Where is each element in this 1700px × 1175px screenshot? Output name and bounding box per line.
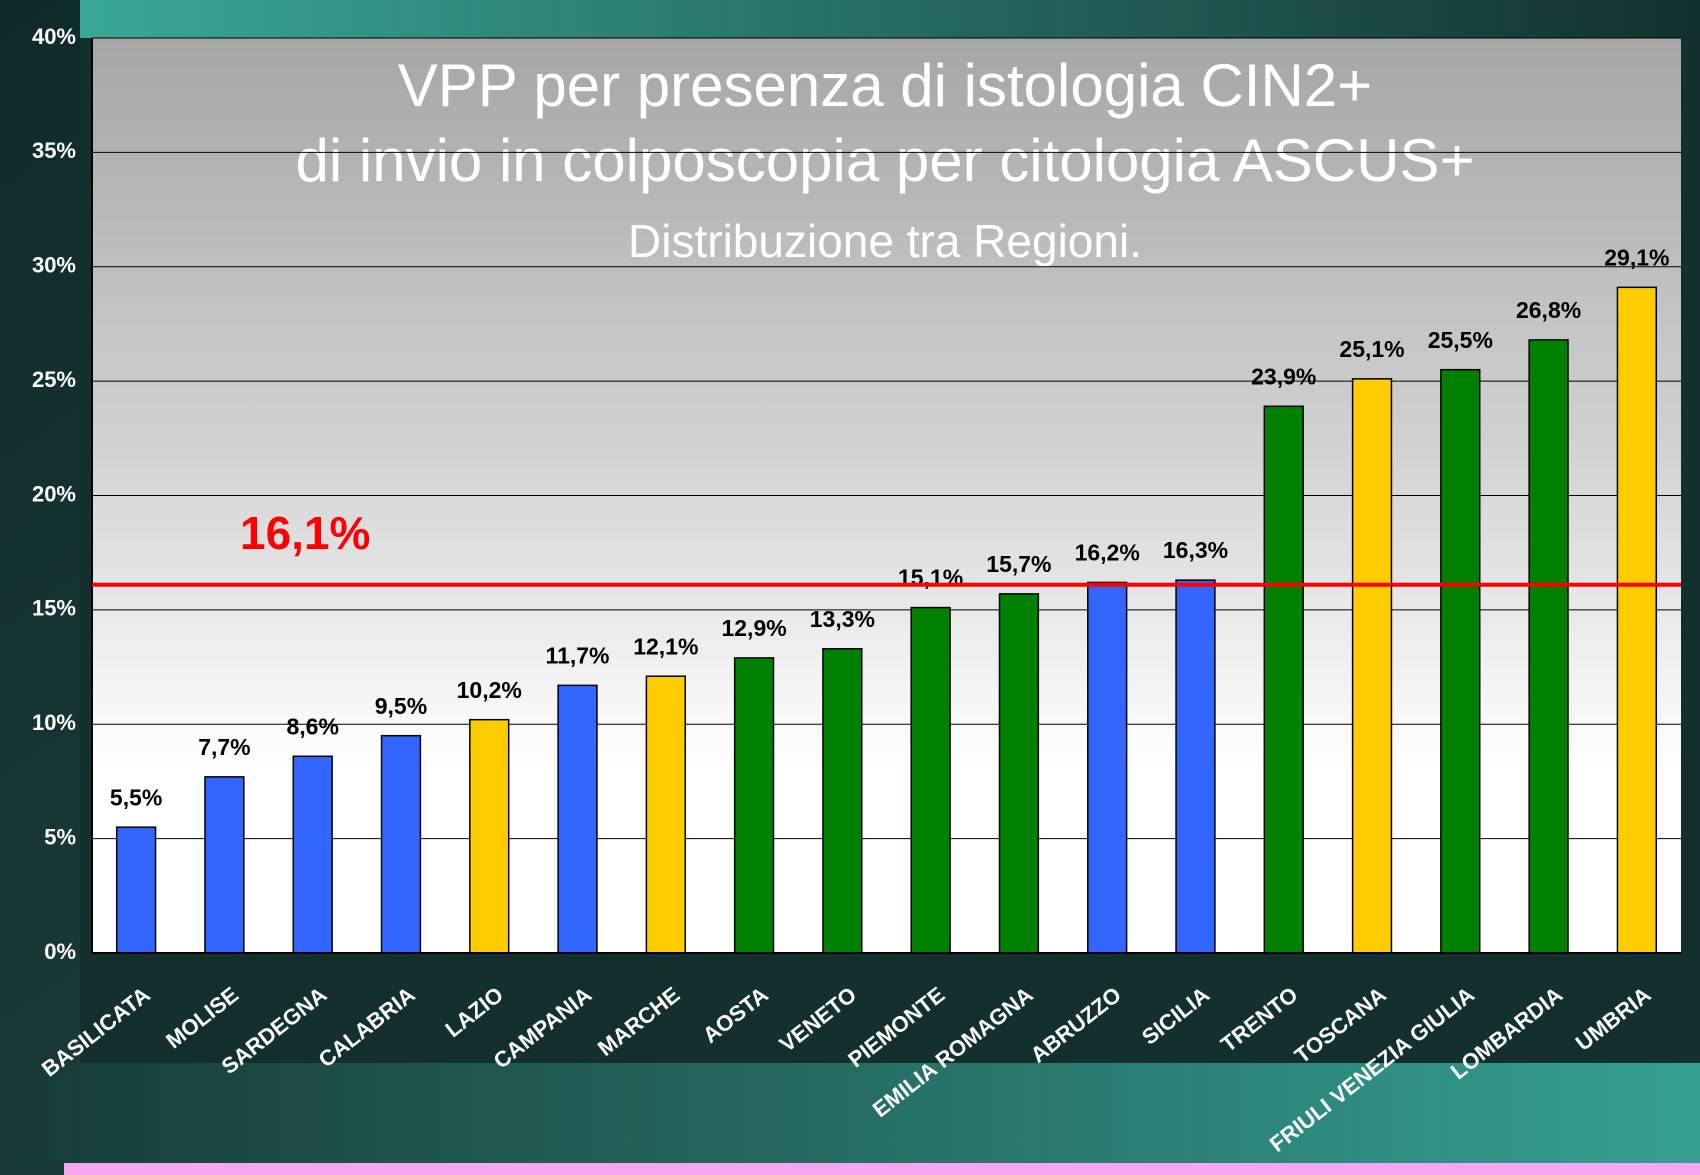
y-tick-label: 25% bbox=[32, 367, 76, 392]
bar bbox=[204, 776, 245, 954]
data-label: 15,7% bbox=[986, 551, 1051, 577]
y-tick-label: 20% bbox=[32, 481, 76, 506]
data-label: 8,6% bbox=[286, 713, 338, 739]
bar bbox=[998, 593, 1040, 954]
data-label: 15,1% bbox=[898, 565, 963, 591]
chart-title: di invio in colposcopia per citologia AS… bbox=[296, 127, 1475, 194]
data-label: 10,2% bbox=[457, 677, 522, 703]
data-label: 12,1% bbox=[633, 633, 698, 659]
bar bbox=[469, 718, 510, 954]
top-band bbox=[80, 0, 1700, 40]
data-label: 11,7% bbox=[546, 642, 610, 668]
y-tick-label: 0% bbox=[44, 939, 76, 964]
y-tick-label: 5% bbox=[44, 824, 76, 849]
reference-label: 16,1% bbox=[240, 507, 370, 559]
data-label: 26,8% bbox=[1516, 297, 1581, 323]
bar bbox=[1175, 579, 1216, 954]
bar bbox=[380, 734, 422, 954]
data-label: 29,1% bbox=[1604, 244, 1669, 270]
data-label: 9,5% bbox=[375, 693, 427, 719]
data-label: 5,5% bbox=[110, 784, 162, 810]
bar bbox=[557, 684, 598, 954]
chart-title: VPP per presenza di istologia CIN2+ bbox=[398, 52, 1372, 119]
data-label: 16,2% bbox=[1075, 540, 1140, 566]
data-label: 16,3% bbox=[1163, 537, 1228, 563]
y-tick-label: 35% bbox=[32, 138, 76, 163]
bar bbox=[645, 675, 686, 954]
data-label: 12,9% bbox=[721, 615, 786, 641]
bar bbox=[292, 755, 333, 954]
bar bbox=[733, 657, 775, 954]
y-tick-label: 15% bbox=[32, 596, 76, 621]
bottom-band bbox=[0, 1063, 1700, 1163]
data-label: 13,3% bbox=[810, 606, 875, 632]
bar bbox=[1616, 286, 1658, 954]
chart-subtitle: Distribuzione tra Regioni. bbox=[628, 215, 1142, 267]
data-label: 25,5% bbox=[1428, 327, 1493, 353]
bar bbox=[1351, 378, 1393, 954]
bar bbox=[822, 648, 863, 954]
bar bbox=[1087, 581, 1128, 954]
y-tick-label: 30% bbox=[32, 253, 76, 278]
data-label: 23,9% bbox=[1251, 363, 1316, 389]
pink-strip bbox=[64, 1163, 1700, 1175]
bar bbox=[1263, 405, 1304, 954]
data-label: 25,1% bbox=[1339, 336, 1404, 362]
bar bbox=[1440, 368, 1481, 954]
y-tick-label: 10% bbox=[32, 710, 76, 735]
bar bbox=[910, 606, 951, 954]
bar bbox=[115, 826, 157, 954]
y-tick-label: 40% bbox=[32, 24, 76, 49]
bar bbox=[1528, 339, 1569, 954]
data-label: 7,7% bbox=[198, 734, 250, 760]
